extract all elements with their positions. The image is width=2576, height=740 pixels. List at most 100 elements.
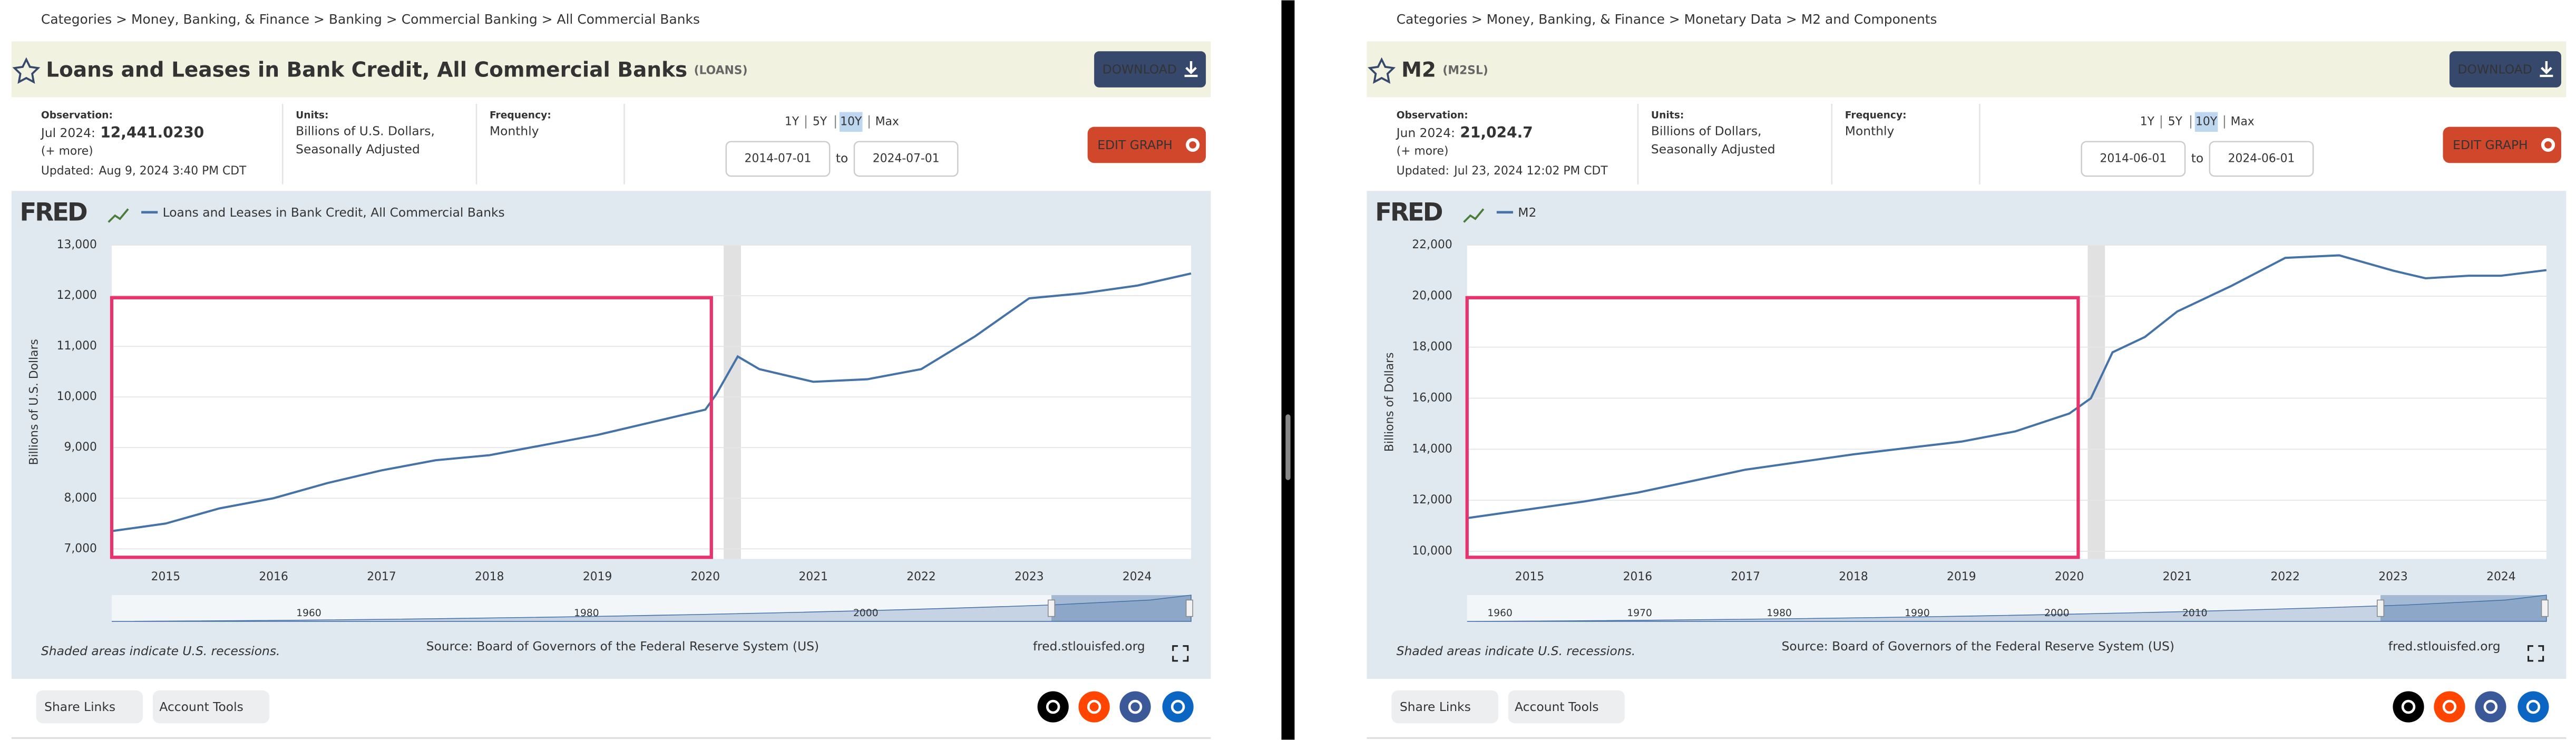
header-band xyxy=(11,41,1211,98)
share-links-button[interactable] xyxy=(1391,690,1499,724)
start-date-input[interactable] xyxy=(2081,141,2186,177)
x-tick-label: 2023 xyxy=(1014,570,1044,583)
edit-graph-label[interactable]: EDIT GRAPH xyxy=(1097,138,1172,152)
navigator-area xyxy=(1467,595,2547,622)
edit-graph-button[interactable] xyxy=(1087,126,1206,163)
divider-handle[interactable] xyxy=(1285,414,1291,480)
navigator-label: 1960 xyxy=(1487,608,1513,619)
download-icon xyxy=(2540,61,2553,77)
share-links[interactable]: Share Links xyxy=(44,699,115,714)
navigator-handle[interactable] xyxy=(2541,599,2549,617)
y-tick-label: 9,000 xyxy=(64,441,96,454)
range-highlight xyxy=(2194,112,2218,132)
breadcrumb[interactable]: Categories > Money, Banking, & Finance >… xyxy=(1397,12,1937,27)
social-x[interactable] xyxy=(1037,691,1069,723)
start-date-input[interactable] xyxy=(725,141,831,177)
navigator-handle[interactable] xyxy=(1048,599,1056,617)
star-icon[interactable] xyxy=(1368,57,1396,84)
updated: Updated: Jul 23, 2024 12:02 PM CDT xyxy=(1397,164,1608,178)
social-reddit-glyph xyxy=(1087,699,1101,714)
x-tick-label: 2015 xyxy=(151,570,181,583)
y-tick-label: 12,000 xyxy=(1412,493,1452,507)
share-links[interactable]: Share Links xyxy=(1400,699,1471,714)
x-tick-label: 2018 xyxy=(1839,570,1868,583)
frequency-label: Frequency: xyxy=(490,110,551,121)
y-tick-label: 22,000 xyxy=(1412,238,1452,251)
to-label: to xyxy=(836,151,848,165)
range-option[interactable]: Max xyxy=(2231,115,2255,128)
y-tick-label: 13,000 xyxy=(57,238,97,251)
recession-band xyxy=(2087,245,2105,559)
end-date-input[interactable] xyxy=(853,141,959,177)
end-date[interactable]: 2024-06-01 xyxy=(2228,152,2295,165)
fred-page: Categories > Money, Banking, & Finance >… xyxy=(1367,12,2567,739)
x-tick-label: 2022 xyxy=(906,570,936,583)
range-option[interactable]: 1Y xyxy=(2140,115,2155,128)
start-date[interactable]: 2014-06-01 xyxy=(2100,152,2167,165)
highlight-box xyxy=(1465,296,2080,559)
more-link[interactable]: (+ more) xyxy=(41,144,93,158)
navigator-handle[interactable] xyxy=(1185,599,1193,617)
social-linkedin[interactable] xyxy=(1162,691,1194,723)
units-label: Units: xyxy=(296,110,328,121)
x-tick-label: 2021 xyxy=(798,570,828,583)
social-reddit[interactable] xyxy=(2434,691,2465,723)
social-reddit[interactable] xyxy=(1078,691,1110,723)
range-option[interactable]: 10Y xyxy=(2196,115,2218,128)
to-label: to xyxy=(2191,151,2203,165)
end-date[interactable]: 2024-07-01 xyxy=(873,152,940,165)
social-facebook[interactable] xyxy=(1119,691,1151,723)
gear-icon xyxy=(2541,138,2555,152)
share-links-button[interactable] xyxy=(36,690,143,724)
account-tools-button[interactable] xyxy=(1508,690,1625,724)
range-option[interactable]: 5Y xyxy=(813,115,827,128)
edit-graph-button[interactable] xyxy=(2443,126,2561,163)
range-option[interactable]: 5Y xyxy=(2168,115,2183,128)
fullscreen-icon[interactable] xyxy=(1172,645,1189,662)
updated-value: Jul 23, 2024 12:02 PM CDT xyxy=(1453,164,1608,178)
updated-label: Updated: xyxy=(1397,164,1449,178)
series-title: M2 (M2SL) xyxy=(1401,58,1488,82)
series-id: (LOANS) xyxy=(694,64,748,77)
navigator-window xyxy=(2380,595,2546,621)
recession-note: Shaded areas indicate U.S. recessions. xyxy=(1397,644,1636,658)
account-tools[interactable]: Account Tools xyxy=(1515,699,1598,714)
download-button[interactable] xyxy=(1094,51,1206,87)
legend-label: Loans and Leases in Bank Credit, All Com… xyxy=(163,205,505,220)
end-date-input[interactable] xyxy=(2209,141,2314,177)
account-tools-button[interactable] xyxy=(152,690,270,724)
x-tick-label: 2021 xyxy=(2163,570,2192,583)
x-tick-label: 2016 xyxy=(259,570,288,583)
split-divider[interactable] xyxy=(1281,0,1295,740)
source: Source: Board of Governors of the Federa… xyxy=(1782,639,2174,654)
fullscreen-icon[interactable] xyxy=(2528,645,2544,662)
download-label[interactable]: DOWNLOAD xyxy=(1102,62,1177,77)
plot-area xyxy=(111,245,1192,559)
download-button[interactable] xyxy=(2449,51,2561,87)
navigator-handle[interactable] xyxy=(2377,599,2385,617)
download-label[interactable]: DOWNLOAD xyxy=(2458,62,2532,77)
y-tick-label: 12,000 xyxy=(57,289,97,302)
social-linkedin[interactable] xyxy=(2518,691,2549,723)
observation: Jul 2024: 12,441.0230 xyxy=(40,124,204,141)
social-x[interactable] xyxy=(2393,691,2424,723)
edit-graph-label[interactable]: EDIT GRAPH xyxy=(2453,138,2528,152)
recession-note: Shaded areas indicate U.S. recessions. xyxy=(41,644,280,658)
range-option[interactable]: 1Y xyxy=(785,115,799,128)
range-option[interactable]: Max xyxy=(875,115,899,128)
fred-logo: FRED xyxy=(1375,198,1442,227)
social-facebook[interactable] xyxy=(2475,691,2506,723)
x-tick-label: 2020 xyxy=(2055,570,2084,583)
range-option[interactable]: 10Y xyxy=(840,115,862,128)
site: fred.stlouisfed.org xyxy=(1033,639,1145,654)
account-tools[interactable]: Account Tools xyxy=(159,699,243,714)
start-date[interactable]: 2014-07-01 xyxy=(745,152,812,165)
breadcrumb[interactable]: Categories > Money, Banking, & Finance >… xyxy=(41,12,700,27)
more-link[interactable]: (+ more) xyxy=(1397,144,1449,158)
x-tick-label: 2016 xyxy=(1623,570,1653,583)
navigator-label: 1980 xyxy=(574,608,599,619)
star-icon[interactable] xyxy=(12,57,41,84)
navigator-label: 1960 xyxy=(296,608,321,619)
fred-page: Categories > Money, Banking, & Finance >… xyxy=(11,12,1211,739)
